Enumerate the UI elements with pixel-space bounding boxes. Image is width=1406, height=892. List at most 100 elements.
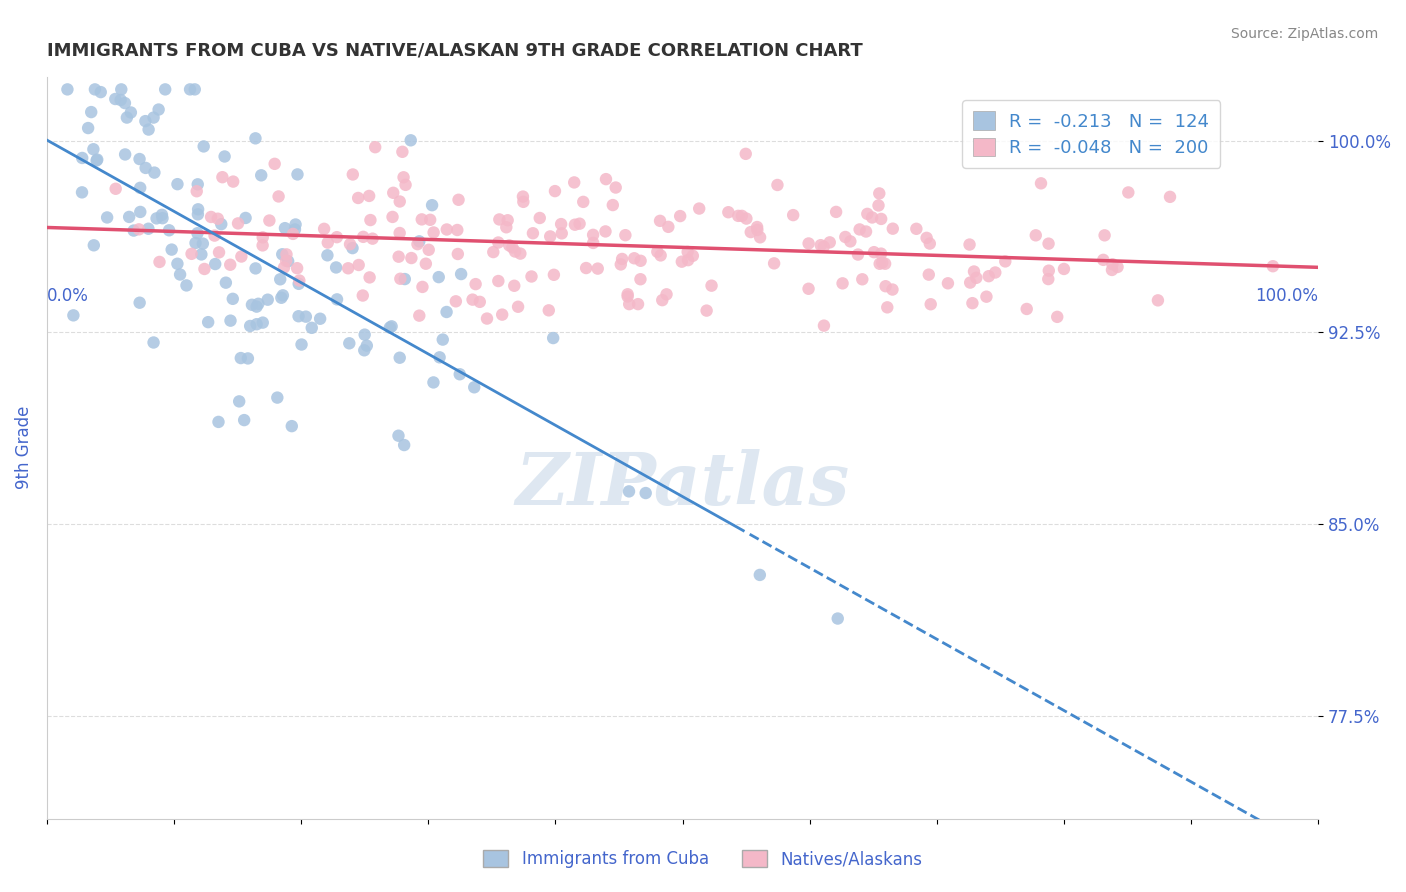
Point xyxy=(447,247,470,261)
Point xyxy=(187,202,209,217)
Point xyxy=(166,257,188,271)
Point xyxy=(550,217,572,231)
Point xyxy=(271,247,294,261)
Point xyxy=(356,339,378,353)
Point xyxy=(399,133,422,147)
Point xyxy=(326,230,349,244)
Point xyxy=(187,207,209,221)
Point xyxy=(150,208,173,222)
Point xyxy=(256,293,278,307)
Point xyxy=(252,230,274,244)
Point xyxy=(870,256,893,270)
Point xyxy=(875,279,897,293)
Point xyxy=(422,376,444,390)
Point xyxy=(392,438,415,452)
Point xyxy=(544,184,567,198)
Point xyxy=(309,311,332,326)
Point xyxy=(630,272,652,286)
Point xyxy=(429,351,451,365)
Point xyxy=(138,221,160,235)
Point xyxy=(222,175,245,189)
Point xyxy=(211,170,233,185)
Point xyxy=(1107,260,1129,274)
Point xyxy=(936,277,959,291)
Point xyxy=(766,178,789,192)
Point xyxy=(538,229,561,244)
Point xyxy=(486,235,509,250)
Point xyxy=(882,221,904,235)
Point xyxy=(110,93,132,107)
Point xyxy=(468,294,491,309)
Point xyxy=(427,270,450,285)
Point xyxy=(541,331,564,345)
Point xyxy=(145,211,167,226)
Point xyxy=(503,278,526,293)
Point xyxy=(209,217,232,231)
Point xyxy=(501,240,523,254)
Point xyxy=(187,178,209,192)
Point xyxy=(128,295,150,310)
Point xyxy=(337,261,360,276)
Point xyxy=(446,223,468,237)
Point xyxy=(314,222,336,236)
Point xyxy=(418,243,440,257)
Point xyxy=(1038,272,1060,286)
Point xyxy=(208,245,231,260)
Point xyxy=(1101,263,1123,277)
Point xyxy=(82,142,104,156)
Point xyxy=(288,273,311,287)
Point xyxy=(184,82,207,96)
Point xyxy=(190,247,212,261)
Point xyxy=(436,222,458,236)
Point xyxy=(496,213,519,227)
Point xyxy=(512,189,534,203)
Point xyxy=(634,486,657,500)
Point xyxy=(537,303,560,318)
Point xyxy=(449,368,471,382)
Point xyxy=(595,172,617,186)
Point xyxy=(976,290,998,304)
Point xyxy=(184,235,207,250)
Point xyxy=(359,270,381,285)
Point xyxy=(868,186,890,201)
Point xyxy=(252,316,274,330)
Point xyxy=(152,211,174,226)
Point xyxy=(717,205,740,219)
Point xyxy=(846,247,869,261)
Point xyxy=(86,153,108,168)
Point xyxy=(432,333,454,347)
Point xyxy=(610,257,633,271)
Point xyxy=(235,211,257,225)
Point xyxy=(657,219,679,234)
Point xyxy=(142,111,165,125)
Point xyxy=(797,236,820,251)
Point xyxy=(1029,177,1052,191)
Point xyxy=(228,394,250,409)
Point xyxy=(337,336,360,351)
Point xyxy=(186,226,208,240)
Point xyxy=(287,168,309,182)
Point xyxy=(70,151,93,165)
Point xyxy=(246,300,269,314)
Point xyxy=(120,105,142,120)
Point xyxy=(186,184,208,198)
Point xyxy=(482,245,505,260)
Point xyxy=(353,343,375,358)
Point xyxy=(290,337,312,351)
Point xyxy=(408,309,430,323)
Point xyxy=(614,228,637,243)
Point xyxy=(735,211,758,226)
Point xyxy=(749,230,772,244)
Point xyxy=(617,484,640,499)
Point xyxy=(135,161,157,175)
Point xyxy=(271,288,294,302)
Point xyxy=(1025,228,1047,243)
Point xyxy=(495,220,517,235)
Point xyxy=(734,146,756,161)
Point xyxy=(605,180,627,194)
Point xyxy=(86,153,108,167)
Point xyxy=(610,252,633,266)
Point xyxy=(200,210,222,224)
Point xyxy=(696,303,718,318)
Point xyxy=(347,191,370,205)
